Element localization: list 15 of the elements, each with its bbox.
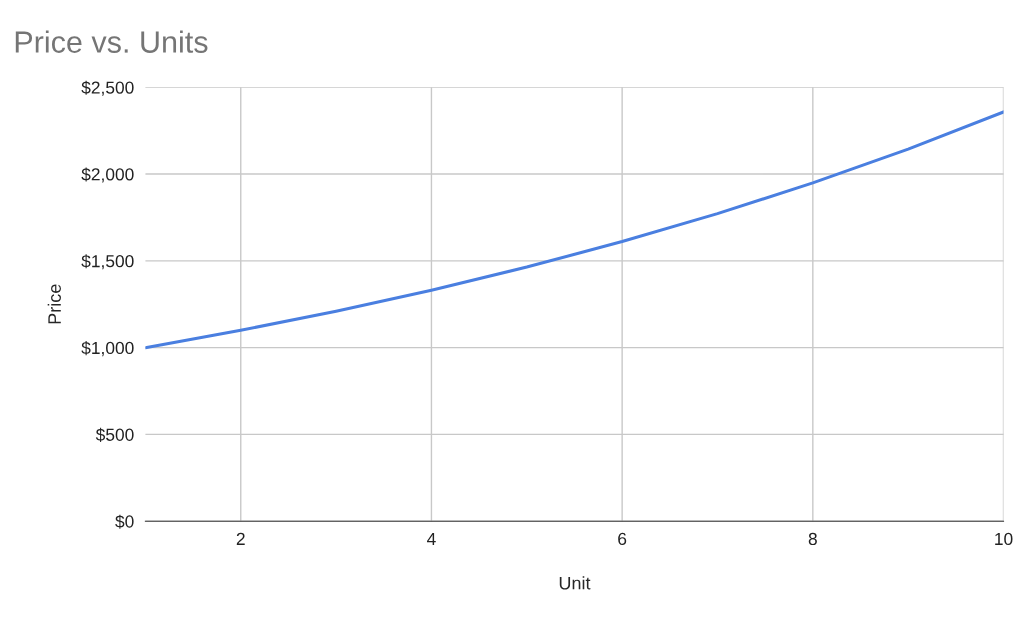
x-tick-label: 10 [995,532,1013,546]
y-tick-label: $1,000 [81,341,134,357]
y-axis-title: Price [47,284,61,324]
y-tick-label: $1,500 [81,254,134,270]
x-axis-title: Unit [559,576,591,590]
y-tick-label: $500 [95,427,134,442]
y-tick-label: $0 [115,514,134,529]
x-tick-label: 2 [236,532,245,545]
chart-title: Price vs. Units [15,30,208,53]
line-series [145,110,1004,350]
y-tick-label: $2,000 [81,167,134,183]
x-tick-label: 4 [427,532,436,545]
y-tick-label: $2,500 [81,80,134,96]
x-tick-label: 6 [618,532,627,546]
x-tick-label: 8 [808,532,817,546]
